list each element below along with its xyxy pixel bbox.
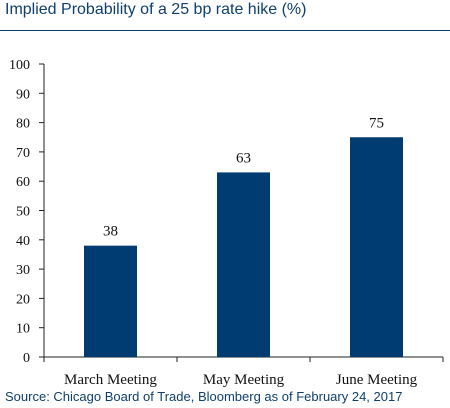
x-axis: March Meeting May Meeting June Meeting xyxy=(43,356,444,388)
y-axis: 0 10 20 30 40 50 60 70 80 90 100 xyxy=(9,58,45,366)
bar xyxy=(217,172,270,357)
bar xyxy=(350,137,403,357)
title-divider xyxy=(0,30,450,31)
bar-value-label: 63 xyxy=(236,150,251,166)
y-tick-label: 0 xyxy=(23,351,30,366)
y-tick-label: 20 xyxy=(16,292,30,307)
y-tick-label: 40 xyxy=(16,234,30,249)
bar-value-label: 75 xyxy=(369,115,384,131)
y-tick-label: 30 xyxy=(16,263,30,278)
data-labels: 38 63 75 xyxy=(103,115,384,239)
y-tick-label: 70 xyxy=(16,146,30,161)
bars xyxy=(84,137,403,357)
x-category-label: March Meeting xyxy=(64,372,157,388)
y-tick-label: 60 xyxy=(16,175,30,190)
y-tick-label: 80 xyxy=(16,117,30,132)
y-tick-label: 50 xyxy=(16,205,30,220)
x-category-label: June Meeting xyxy=(336,372,418,388)
x-category-label: May Meeting xyxy=(203,372,285,388)
y-tick-label: 100 xyxy=(9,58,30,73)
y-tick-label: 90 xyxy=(16,87,30,102)
chart-title: Implied Probability of a 25 bp rate hike… xyxy=(5,1,307,18)
bar xyxy=(84,245,137,357)
bar-value-label: 38 xyxy=(103,224,118,240)
y-tick-label: 10 xyxy=(16,322,30,337)
source-note: Source: Chicago Board of Trade, Bloomber… xyxy=(5,389,403,404)
